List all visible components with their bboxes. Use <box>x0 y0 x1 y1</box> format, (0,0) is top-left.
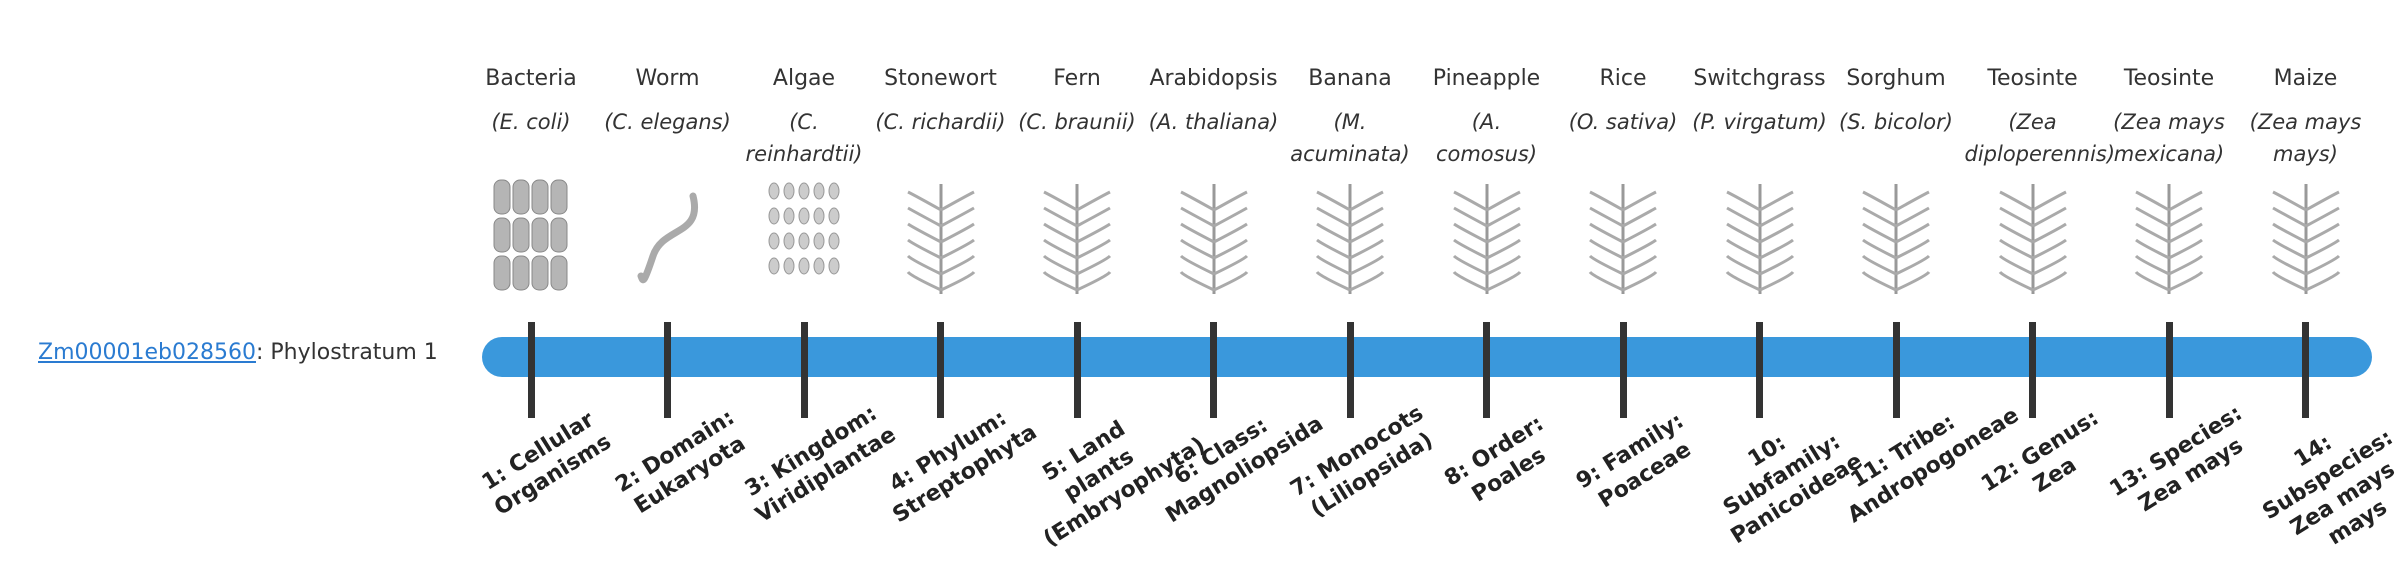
stratum-label: 8: Order: Poales <box>1439 411 1550 508</box>
organism-image <box>1725 184 1794 294</box>
tick <box>1756 322 1763 418</box>
organism-image <box>1042 184 1112 294</box>
tick <box>664 322 671 418</box>
stratum-label: 13: Species: Zea mays <box>2105 400 2248 518</box>
organism-name: Banana <box>1308 66 1392 91</box>
organism-name: Maize <box>2273 66 2338 91</box>
organism-image <box>493 179 568 291</box>
organism-name: Arabidopsis <box>1149 66 1278 91</box>
tick <box>2029 322 2036 418</box>
organism-species: (C. reinhardtii) <box>745 110 863 166</box>
organism-name: Worm <box>635 66 700 91</box>
organism-species: (A. thaliana) <box>1148 110 1279 134</box>
organism-species: (Zea diploperennis) <box>1964 110 2116 166</box>
tick <box>800 322 808 418</box>
tick <box>937 322 944 418</box>
organism-species: (C. richardii) <box>875 110 1006 134</box>
tick <box>1483 322 1490 418</box>
organism-image <box>1861 184 1931 294</box>
organism-name: Algae <box>772 66 836 91</box>
organism-name: Switchgrass <box>1693 66 1826 91</box>
organism-species: (A. comosus) <box>1435 110 1538 166</box>
gene-suffix: : Phylostratum 1 <box>255 340 438 365</box>
organism-name: Rice <box>1599 66 1647 91</box>
organism-image <box>1998 184 2067 294</box>
organism-image <box>1452 184 1521 294</box>
stratum-label: 4: Phylum: Streptophyta <box>884 405 1041 529</box>
organism-image <box>2134 184 2204 294</box>
organism-image <box>906 184 975 294</box>
tick <box>1210 322 1217 418</box>
stratum-label: 14: Subspecies: Zea mays mays <box>2257 425 2399 551</box>
tick <box>2302 322 2309 418</box>
organism-image <box>768 182 840 275</box>
stratum-label: 9: Family: Poaceae <box>1572 408 1696 514</box>
tick <box>1892 322 1900 418</box>
tick <box>1619 322 1627 418</box>
organism-name: Pineapple <box>1432 66 1541 91</box>
stratum-label: 3: Kingdom: Viridiplantae <box>740 401 901 529</box>
tick <box>1073 322 1081 418</box>
organism-image <box>1588 184 1658 294</box>
organism-name: Stonewort <box>884 66 997 91</box>
organism-image <box>2271 184 2340 294</box>
stratum-label: 2: Domain: Eukaryota <box>610 405 750 520</box>
tick <box>2165 322 2173 418</box>
gene-link[interactable]: Zm00001eb028560 <box>38 340 256 365</box>
tick <box>1346 322 1354 418</box>
organism-species: (O. sativa) <box>1568 110 1678 134</box>
organism-name: Bacteria <box>485 66 577 91</box>
organism-species: (Zea mays mexicana) <box>2113 110 2225 166</box>
organism-species: (C. braunii) <box>1018 110 1136 134</box>
organism-image <box>1179 184 1248 294</box>
organism-name: Fern <box>1053 66 1101 91</box>
organism-image <box>1315 184 1385 294</box>
organism-image <box>637 192 698 284</box>
stratum-label: 1: Cellular Organisms <box>477 407 616 521</box>
tick <box>527 322 535 418</box>
organism-species: (C. elegans) <box>604 110 731 134</box>
gene-heading: Zm00001eb028560: Phylostratum 1 <box>38 340 438 365</box>
organism-species: (P. virgatum) <box>1692 110 1827 134</box>
organism-species: (S. bicolor) <box>1839 110 1953 134</box>
organism-name: Teosinte <box>2123 66 2215 91</box>
organism-name: Teosinte <box>1987 66 2078 91</box>
timeline-bar <box>482 337 2372 377</box>
organism-species: (Zea mays mays) <box>2249 110 2362 166</box>
organism-species: (M. acuminata) <box>1290 110 1410 166</box>
organism-species: (E. coli) <box>491 110 571 134</box>
organism-name: Sorghum <box>1846 66 1946 91</box>
